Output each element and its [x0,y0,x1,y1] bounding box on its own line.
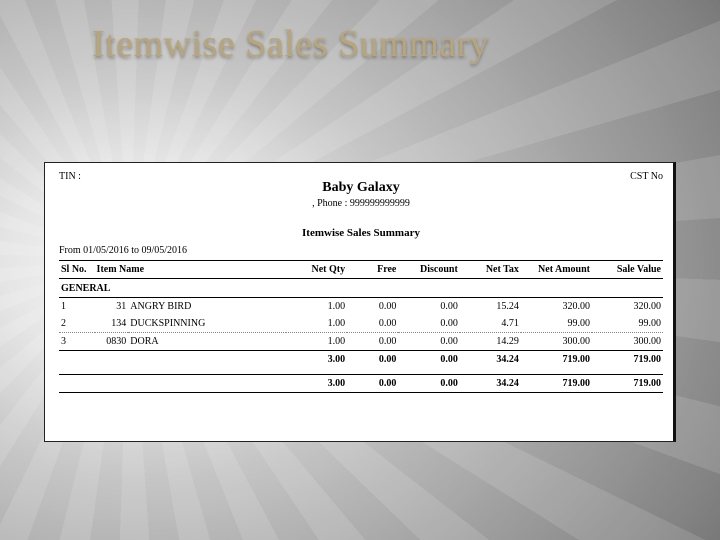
cell-net-qty: 1.00 [286,333,347,351]
cell-sale-value: 99.00 [592,315,663,333]
tin-label: TIN : [59,171,81,182]
cell-code: 134 [95,315,129,333]
report-date-range: From 01/05/2016 to 09/05/2016 [59,245,663,256]
group-row: GENERAL [59,279,663,298]
col-item-name: Item Name [95,261,287,279]
cell-net-amount: 300.00 [521,333,592,351]
subtotal-net-tax: 34.24 [460,351,521,369]
table-row: 1 31 ANGRY BIRD 1.00 0.00 0.00 15.24 320… [59,298,663,316]
subtotal-row: 3.00 0.00 0.00 34.24 719.00 719.00 [59,351,663,369]
cell-net-tax: 14.29 [460,333,521,351]
cell-slno: 1 [59,298,95,316]
company-phone: , Phone : 999999999999 [59,198,663,209]
cell-free: 0.00 [347,298,398,316]
cell-sale-value: 300.00 [592,333,663,351]
company-name: Baby Galaxy [59,180,663,196]
subtotal-net-qty: 3.00 [286,351,347,369]
cell-name: ANGRY BIRD [128,298,286,316]
cell-net-qty: 1.00 [286,315,347,333]
col-sale-value: Sale Value [592,261,663,279]
cell-free: 0.00 [347,333,398,351]
cell-discount: 0.00 [398,333,459,351]
col-net-qty: Net Qty [286,261,347,279]
cell-discount: 0.00 [398,315,459,333]
grand-net-amount: 719.00 [521,375,592,393]
col-discount: Discount [398,261,459,279]
cell-net-amount: 320.00 [521,298,592,316]
cell-net-qty: 1.00 [286,298,347,316]
report-section-title: Itemwise Sales Summary [59,227,663,239]
grand-discount: 0.00 [398,375,459,393]
subtotal-discount: 0.00 [398,351,459,369]
subtotal-sale-value: 719.00 [592,351,663,369]
report-panel: TIN : CST No Baby Galaxy , Phone : 99999… [44,162,676,442]
cell-slno: 3 [59,333,95,351]
table-row: 3 0830 DORA 1.00 0.00 0.00 14.29 300.00 … [59,333,663,351]
cell-discount: 0.00 [398,298,459,316]
sales-table: Sl No. Item Name Net Qty Free Discount N… [59,260,663,393]
grand-total-row: 3.00 0.00 0.00 34.24 719.00 719.00 [59,375,663,393]
cell-code: 0830 [95,333,129,351]
cell-slno: 2 [59,315,95,333]
cell-free: 0.00 [347,315,398,333]
grand-net-qty: 3.00 [286,375,347,393]
cell-name: DUCKSPINNING [128,315,286,333]
group-label: GENERAL [59,279,663,298]
grand-free: 0.00 [347,375,398,393]
col-slno: Sl No. [59,261,95,279]
cell-net-tax: 4.71 [460,315,521,333]
col-net-amount: Net Amount [521,261,592,279]
cst-label: CST No [630,171,663,182]
cell-net-tax: 15.24 [460,298,521,316]
cell-name: DORA [128,333,286,351]
grand-net-tax: 34.24 [460,375,521,393]
table-header-row: Sl No. Item Name Net Qty Free Discount N… [59,261,663,279]
subtotal-net-amount: 719.00 [521,351,592,369]
col-net-tax: Net Tax [460,261,521,279]
subtotal-free: 0.00 [347,351,398,369]
cell-net-amount: 99.00 [521,315,592,333]
col-free: Free [347,261,398,279]
table-row: 2 134 DUCKSPINNING 1.00 0.00 0.00 4.71 9… [59,315,663,333]
cell-code: 31 [95,298,129,316]
cell-sale-value: 320.00 [592,298,663,316]
grand-sale-value: 719.00 [592,375,663,393]
slide-title: Itemwise Sales Summary [92,22,489,66]
